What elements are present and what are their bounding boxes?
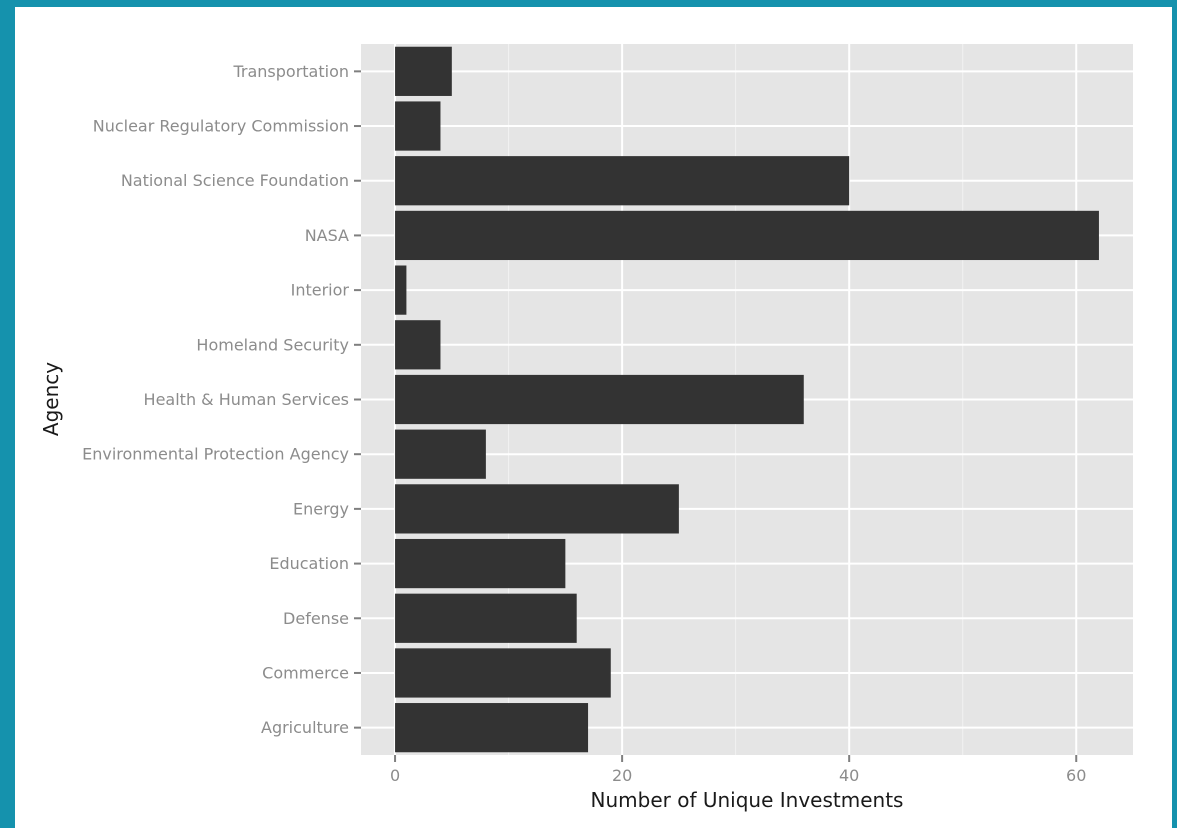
y-axis: Agriculture Commerce Defense Education Energ… bbox=[82, 62, 361, 737]
y-tick-label: Environmental Protection Agency bbox=[82, 445, 349, 464]
y-tick-label: Education bbox=[269, 554, 349, 573]
bar-energy bbox=[395, 484, 679, 534]
chart-frame: Agriculture Commerce Defense Education Energ… bbox=[15, 7, 1172, 828]
bar-homeland-security bbox=[395, 320, 441, 370]
bar-chart: Agriculture Commerce Defense Education Energ… bbox=[39, 44, 1133, 812]
y-tick-label: Nuclear Regulatory Commission bbox=[93, 117, 349, 136]
y-tick-label: Homeland Security bbox=[196, 335, 349, 354]
bar-nasa bbox=[395, 210, 1099, 261]
bar-health-human-services bbox=[395, 374, 804, 425]
bar-interior bbox=[395, 265, 407, 315]
bar-transportation bbox=[395, 46, 452, 96]
y-tick-label: Transportation bbox=[232, 62, 349, 81]
bar-defense bbox=[395, 593, 577, 643]
y-tick-label: NASA bbox=[305, 226, 349, 245]
x-tick-label: 40 bbox=[839, 766, 859, 785]
y-tick-label: Commerce bbox=[262, 663, 349, 682]
bar-nuclear-regulatory-commission bbox=[395, 101, 441, 151]
bar-education bbox=[395, 538, 566, 589]
bar-commerce bbox=[395, 648, 611, 698]
bar-national-science-foundation bbox=[395, 156, 850, 206]
y-tick-label: Agriculture bbox=[261, 718, 349, 737]
y-tick-label: Defense bbox=[283, 609, 349, 628]
x-tick-label: 20 bbox=[612, 766, 632, 785]
x-axis: 0 20 40 60 bbox=[390, 755, 1086, 785]
y-tick-label: National Science Foundation bbox=[121, 171, 349, 190]
bars bbox=[395, 46, 1099, 753]
x-tick-label: 60 bbox=[1066, 766, 1086, 785]
y-axis-title: Agency bbox=[39, 362, 63, 436]
y-tick-label: Health & Human Services bbox=[144, 390, 349, 409]
y-tick-label: Interior bbox=[291, 281, 350, 300]
bar-environmental-protection-agency bbox=[395, 429, 486, 479]
bar-agriculture bbox=[395, 703, 589, 753]
x-tick-label: 0 bbox=[390, 766, 400, 785]
y-tick-label: Energy bbox=[293, 499, 349, 518]
x-axis-title: Number of Unique Investments bbox=[591, 788, 904, 812]
